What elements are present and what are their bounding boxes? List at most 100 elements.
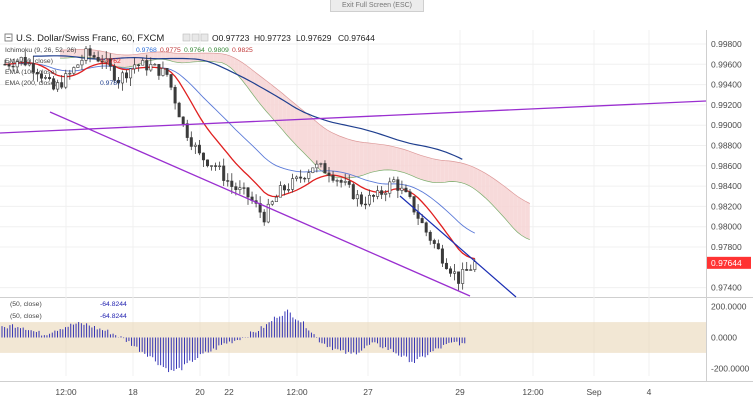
- candle-body: [327, 172, 331, 176]
- candle-body: [72, 67, 76, 74]
- cloud-segment: [303, 110, 308, 157]
- candle-body: [299, 176, 303, 179]
- exit-fullscreen-button[interactable]: Exit Full Screen (ESC): [330, 0, 424, 12]
- cloud-segment: [307, 113, 312, 161]
- cloud-segment: [173, 52, 178, 63]
- candle-body: [372, 194, 376, 197]
- ichimoku-val-2: 0.9775: [160, 47, 181, 54]
- cloud-segment: [290, 100, 295, 144]
- price-tick-label: 0.97400: [711, 283, 742, 293]
- candle-body: [23, 57, 27, 66]
- ohlc-close: C0.97644: [338, 33, 375, 43]
- candle-body: [351, 184, 355, 200]
- cloud-segment: [521, 199, 526, 238]
- cloud-segment: [485, 173, 490, 202]
- cloud-segment: [408, 150, 413, 176]
- ichimoku-val-3: 0.9764: [184, 47, 205, 54]
- time-tick-label: 12:00: [55, 387, 77, 397]
- osc-value-2: -64.8244: [100, 313, 127, 320]
- candle-body: [400, 187, 404, 191]
- time-axis[interactable]: 12:00 18 20 22 12:00 27 29 12:00 Sep 4: [55, 387, 651, 397]
- candle-body: [120, 72, 124, 84]
- cloud-segment: [396, 147, 401, 172]
- price-axis[interactable]: 0.99800 0.99600 0.99400 0.99200 0.99000 0.988…: [711, 39, 742, 293]
- cloud-segment: [400, 148, 405, 173]
- candle-body: [335, 180, 339, 182]
- candle-body: [343, 181, 347, 183]
- cloud-segment: [153, 51, 158, 60]
- candle-body: [149, 64, 153, 71]
- cloud-segment: [525, 201, 530, 240]
- candle-body: [201, 152, 205, 161]
- candle-body: [145, 60, 149, 71]
- price-tick-label: 0.99800: [711, 39, 742, 49]
- candle-body: [112, 66, 116, 81]
- time-tick-label: 29: [455, 387, 465, 397]
- osc-label-2: (50, close): [10, 313, 42, 320]
- cloud-segment: [213, 53, 218, 63]
- cloud-segment: [509, 190, 514, 229]
- candle-body: [133, 64, 137, 70]
- cloud-segment: [298, 107, 303, 153]
- candle-body: [165, 68, 169, 75]
- ohlc-high: H0.97723: [254, 33, 291, 43]
- cloud-segment: [481, 170, 486, 198]
- candle-body: [412, 196, 416, 213]
- osc-tick-label: 0.0000: [711, 333, 737, 343]
- candle-body: [307, 172, 311, 179]
- cloud-segment: [444, 160, 449, 183]
- cloud-segment: [392, 146, 397, 171]
- osc-tick-label: -200.0000: [711, 363, 750, 373]
- price-tick-label: 0.98200: [711, 201, 742, 211]
- candle-body: [424, 222, 428, 233]
- cloud-segment: [513, 193, 518, 233]
- candle-body: [104, 58, 108, 63]
- candle-body: [436, 243, 440, 250]
- candle-body: [367, 194, 371, 205]
- cloud-segment: [351, 140, 356, 178]
- candle-body: [64, 73, 68, 88]
- ema-slow-line: [32, 55, 463, 160]
- candle-body: [347, 181, 351, 185]
- cloud-segment: [116, 54, 121, 68]
- cloud-segment: [262, 77, 267, 112]
- oscillator-axis[interactable]: 200.0000 0.0000 -200.0000: [711, 302, 750, 374]
- channel-line: [399, 195, 517, 298]
- candle-body: [125, 72, 129, 79]
- candle-body: [234, 186, 238, 190]
- cloud-segment: [359, 141, 364, 177]
- time-tick-label: 12:00: [286, 387, 308, 397]
- candle-body: [380, 190, 384, 195]
- candle-body: [161, 68, 165, 76]
- candle-body: [266, 203, 270, 223]
- cloud-segment: [505, 187, 510, 224]
- osc-value: -64.8244: [100, 301, 127, 308]
- candle-body: [238, 187, 242, 190]
- cloud-segment: [379, 144, 384, 171]
- candle-body: [440, 248, 444, 264]
- candle-body: [206, 159, 210, 167]
- candle-body: [230, 180, 234, 187]
- candle-body: [218, 165, 222, 168]
- candle-body: [157, 64, 161, 76]
- visibility-toggles[interactable]: [182, 33, 209, 42]
- candle-body: [100, 60, 104, 63]
- time-tick-label: 12:00: [522, 387, 544, 397]
- oscillator-band: [0, 322, 706, 353]
- ema3-label: EMA (200, close): [5, 80, 57, 87]
- cloud-segment: [347, 138, 352, 178]
- cloud-segment: [424, 156, 429, 182]
- last-price-tag: 0.97644: [707, 256, 751, 269]
- cloud-segment: [315, 120, 320, 169]
- cloud-segment: [436, 159, 441, 183]
- trendlines[interactable]: [0, 100, 707, 298]
- cloud-segment: [388, 145, 393, 171]
- cloud-segment: [465, 163, 470, 186]
- cloud-segment: [294, 103, 299, 149]
- candle-body: [315, 163, 319, 169]
- candle-body: [35, 72, 39, 75]
- cloud-segment: [201, 53, 206, 62]
- lower-trendline: [49, 111, 471, 297]
- cloud-segment: [266, 80, 271, 117]
